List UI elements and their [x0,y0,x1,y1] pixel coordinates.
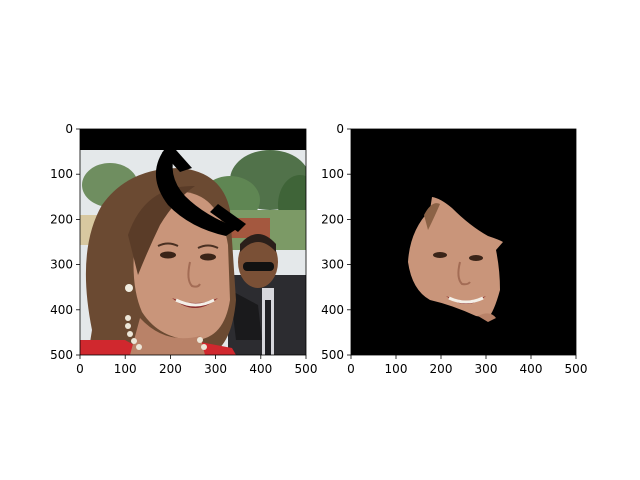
right-x-tick-label: 200 [430,362,453,376]
woman-eye-right [200,253,216,261]
segmented-face [408,197,503,322]
right-y-tick-label: 500 [321,348,344,362]
right-y-tick-label: 300 [321,258,344,272]
left-x-tick-label: 300 [204,362,227,376]
right-axes-frame [350,128,577,356]
right-y-tick-label: 200 [321,212,344,226]
earring [125,284,133,292]
right-x-tick-label: 500 [565,362,588,376]
left-y-tick-label: 300 [50,258,73,272]
sunglasses-icon [243,262,274,271]
pearl-necklace [125,315,207,350]
left-y-tick-label: 400 [50,303,73,317]
left-y-tick-label: 0 [65,122,73,136]
right-x-tick-label: 0 [347,362,355,376]
left-y-tick-label: 200 [50,212,73,226]
left-y-tick-label: 100 [50,167,73,181]
left-x-tick-label: 200 [159,362,182,376]
right-y-tick-label: 0 [336,122,344,136]
left-y-tick-label: 500 [50,348,73,362]
left-x-tick-label: 100 [114,362,137,376]
arc-mask [155,150,238,236]
left-panel-image [80,129,306,355]
top-mask-bar [80,129,306,150]
woman-red-top [80,340,175,355]
axis-tick-labels: 0010010020020030030040040050050000100100… [50,122,587,376]
woman-eye-left [160,251,176,259]
axis-ticks [76,128,577,359]
left-x-tick-label: 0 [76,362,84,376]
left-x-tick-label: 400 [249,362,272,376]
right-x-tick-label: 100 [385,362,408,376]
left-axes-frame [79,128,307,356]
right-x-tick-label: 400 [520,362,543,376]
right-panel-image [351,129,576,355]
left-x-tick-label: 500 [295,362,318,376]
right-y-tick-label: 100 [321,167,344,181]
right-y-tick-label: 400 [321,303,344,317]
right-x-tick-label: 300 [475,362,498,376]
woman-smile [172,298,218,308]
